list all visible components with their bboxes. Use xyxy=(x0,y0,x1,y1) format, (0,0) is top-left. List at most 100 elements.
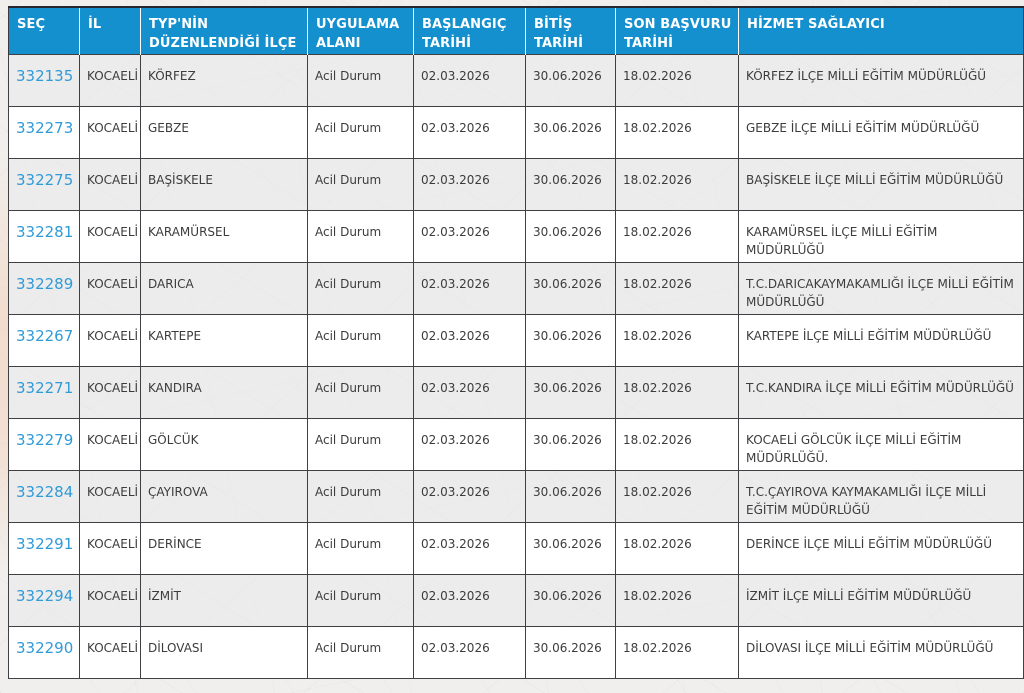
table-row: 332289 KOCAELİ DARICA Acil Durum 02.03.2026 3… xyxy=(8,261,1024,315)
cell-bitis: 30.06.2026 xyxy=(525,261,616,315)
table-header: SEÇ İL TYP'NİN DÜZENLENDİĞİ İLÇE UYGULAM… xyxy=(8,7,1024,55)
select-program-link[interactable]: 332275 xyxy=(16,170,74,189)
cell-il: KOCAELİ xyxy=(79,209,141,263)
cell-uygulama: Acil Durum xyxy=(307,573,414,627)
cell-uygulama: Acil Durum xyxy=(307,469,414,523)
column-header-baslangic: BAŞLANGIÇ TARİHİ xyxy=(413,7,526,55)
table-row: 332294 KOCAELİ İZMİT Acil Durum 02.03.2026 30… xyxy=(8,573,1024,627)
cell-hizmet: KARAMÜRSEL İLÇE MİLLİ EĞİTİM MÜDÜRLÜĞÜ xyxy=(738,209,1024,263)
cell-sec: 332267 xyxy=(8,313,80,367)
column-header-hizmet: HİZMET SAĞLAYICI xyxy=(738,7,1024,55)
select-program-link[interactable]: 332281 xyxy=(16,222,74,241)
cell-hizmet: BAŞİSKELE İLÇE MİLLİ EĞİTİM MÜDÜRLÜĞÜ xyxy=(738,157,1024,211)
header-row: SEÇ İL TYP'NİN DÜZENLENDİĞİ İLÇE UYGULAM… xyxy=(8,7,1024,55)
cell-bitis: 30.06.2026 xyxy=(525,625,616,679)
column-header-uygulama: UYGULAMA ALANI xyxy=(307,7,414,55)
cell-ilce: DERİNCE xyxy=(140,521,308,575)
table-row: 332291 KOCAELİ DERİNCE Acil Durum 02.03.2026… xyxy=(8,521,1024,575)
cell-hizmet: DERİNCE İLÇE MİLLİ EĞİTİM MÜDÜRLÜĞÜ xyxy=(738,521,1024,575)
cell-son-basvuru: 18.02.2026 xyxy=(615,105,739,159)
cell-sec: 332273 xyxy=(8,105,80,159)
cell-baslangic: 02.03.2026 xyxy=(413,365,526,419)
select-program-link[interactable]: 332284 xyxy=(16,482,74,501)
cell-hizmet: KARTEPE İLÇE MİLLİ EĞİTİM MÜDÜRLÜĞÜ xyxy=(738,313,1024,367)
cell-bitis: 30.06.2026 xyxy=(525,573,616,627)
cell-il: KOCAELİ xyxy=(79,53,141,107)
cell-baslangic: 02.03.2026 xyxy=(413,521,526,575)
cell-bitis: 30.06.2026 xyxy=(525,313,616,367)
cell-ilce: BAŞİSKELE xyxy=(140,157,308,211)
select-program-link[interactable]: 332289 xyxy=(16,274,74,293)
cell-baslangic: 02.03.2026 xyxy=(413,157,526,211)
cell-hizmet: GEBZE İLÇE MİLLİ EĞİTİM MÜDÜRLÜĞÜ xyxy=(738,105,1024,159)
cell-son-basvuru: 18.02.2026 xyxy=(615,53,739,107)
table-row: 332284 KOCAELİ ÇAYIROVA Acil Durum 02.03.202… xyxy=(8,469,1024,523)
cell-baslangic: 02.03.2026 xyxy=(413,105,526,159)
cell-hizmet: DİLOVASI İLÇE MİLLİ EĞİTİM MÜDÜRLÜĞÜ xyxy=(738,625,1024,679)
select-program-link[interactable]: 332294 xyxy=(16,586,74,605)
cell-son-basvuru: 18.02.2026 xyxy=(615,209,739,263)
cell-bitis: 30.06.2026 xyxy=(525,53,616,107)
cell-baslangic: 02.03.2026 xyxy=(413,469,526,523)
cell-uygulama: Acil Durum xyxy=(307,417,414,471)
cell-bitis: 30.06.2026 xyxy=(525,521,616,575)
cell-ilce: GEBZE xyxy=(140,105,308,159)
cell-hizmet: T.C.KANDIRA İLÇE MİLLİ EĞİTİM MÜDÜRLÜĞÜ xyxy=(738,365,1024,419)
column-header-il: İL xyxy=(79,7,141,55)
table-body: 332135 KOCAELİ KÖRFEZ Acil Durum 02.03.2026 3… xyxy=(8,53,1024,679)
select-program-link[interactable]: 332273 xyxy=(16,118,74,137)
table-row: 332271 KOCAELİ KANDIRA Acil Durum 02.03.2026… xyxy=(8,365,1024,419)
cell-sec: 332289 xyxy=(8,261,80,315)
cell-uygulama: Acil Durum xyxy=(307,105,414,159)
typ-program-list-table: SEÇ İL TYP'NİN DÜZENLENDİĞİ İLÇE UYGULAM… xyxy=(8,6,1024,679)
column-header-bitis: BİTİŞ TARİHİ xyxy=(525,7,616,55)
cell-il: KOCAELİ xyxy=(79,625,141,679)
cell-ilce: ÇAYIROVA xyxy=(140,469,308,523)
table-row: 332135 KOCAELİ KÖRFEZ Acil Durum 02.03.2026 3… xyxy=(8,53,1024,107)
cell-sec: 332135 xyxy=(8,53,80,107)
cell-hizmet: T.C.ÇAYIROVA KAYMAKAMLIĞI İLÇE MİLLİ EĞİ… xyxy=(738,469,1024,523)
select-program-link[interactable]: 332290 xyxy=(16,638,74,657)
cell-baslangic: 02.03.2026 xyxy=(413,209,526,263)
cell-ilce: GÖLCÜK xyxy=(140,417,308,471)
cell-hizmet: KÖRFEZ İLÇE MİLLİ EĞİTİM MÜDÜRLÜĞÜ xyxy=(738,53,1024,107)
select-program-link[interactable]: 332291 xyxy=(16,534,74,553)
cell-baslangic: 02.03.2026 xyxy=(413,417,526,471)
column-header-ilce: TYP'NİN DÜZENLENDİĞİ İLÇE xyxy=(140,7,308,55)
cell-ilce: KARTEPE xyxy=(140,313,308,367)
cell-bitis: 30.06.2026 xyxy=(525,157,616,211)
cell-bitis: 30.06.2026 xyxy=(525,469,616,523)
cell-il: KOCAELİ xyxy=(79,365,141,419)
table-row: 332279 KOCAELİ GÖLCÜK Acil Durum 02.03.2026 3… xyxy=(8,417,1024,471)
cell-hizmet: T.C.DARICAKAYMAKAMLIĞI İLÇE MİLLİ EĞİTİM… xyxy=(738,261,1024,315)
cell-sec: 332294 xyxy=(8,573,80,627)
cell-son-basvuru: 18.02.2026 xyxy=(615,261,739,315)
cell-ilce: DİLOVASI xyxy=(140,625,308,679)
select-program-link[interactable]: 332279 xyxy=(16,430,74,449)
cell-son-basvuru: 18.02.2026 xyxy=(615,417,739,471)
select-program-link[interactable]: 332135 xyxy=(16,66,74,85)
cell-baslangic: 02.03.2026 xyxy=(413,625,526,679)
cell-il: KOCAELİ xyxy=(79,105,141,159)
cell-bitis: 30.06.2026 xyxy=(525,417,616,471)
table-row: 332290 KOCAELİ DİLOVASI Acil Durum 02.03.202… xyxy=(8,625,1024,679)
column-header-sec: SEÇ xyxy=(8,7,80,55)
cell-uygulama: Acil Durum xyxy=(307,313,414,367)
cell-il: KOCAELİ xyxy=(79,157,141,211)
cell-il: KOCAELİ xyxy=(79,261,141,315)
cell-hizmet: İZMİT İLÇE MİLLİ EĞİTİM MÜDÜRLÜĞÜ xyxy=(738,573,1024,627)
cell-sec: 332284 xyxy=(8,469,80,523)
cell-ilce: KARAMÜRSEL xyxy=(140,209,308,263)
table-row: 332275 KOCAELİ BAŞİSKELE Acil Durum 02.03.20… xyxy=(8,157,1024,211)
cell-uygulama: Acil Durum xyxy=(307,261,414,315)
cell-sec: 332271 xyxy=(8,365,80,419)
table-row: 332273 KOCAELİ GEBZE Acil Durum 02.03.2026 30… xyxy=(8,105,1024,159)
cell-uygulama: Acil Durum xyxy=(307,53,414,107)
cell-uygulama: Acil Durum xyxy=(307,209,414,263)
select-program-link[interactable]: 332271 xyxy=(16,378,74,397)
cell-il: KOCAELİ xyxy=(79,521,141,575)
cell-sec: 332290 xyxy=(8,625,80,679)
table-row: 332267 KOCAELİ KARTEPE Acil Durum 02.03.2026… xyxy=(8,313,1024,367)
select-program-link[interactable]: 332267 xyxy=(16,326,74,345)
cell-son-basvuru: 18.02.2026 xyxy=(615,313,739,367)
